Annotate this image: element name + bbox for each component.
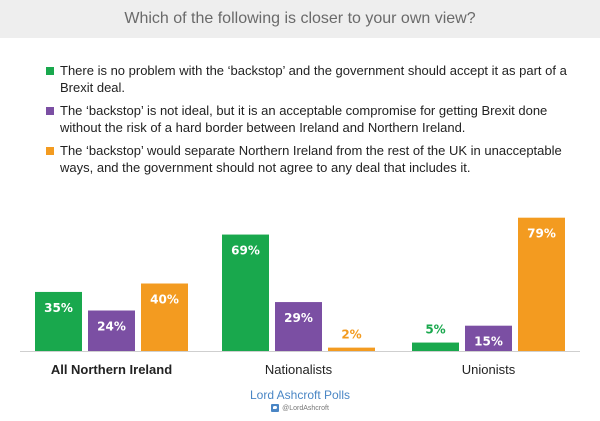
bar-label-nationalists-reject: 2%: [341, 328, 361, 342]
legend-label-accept: There is no problem with the ‘backstop’ …: [60, 63, 567, 95]
legend-swatch-reject: [46, 147, 54, 155]
bars-group: 35% 24% 40% 69% 29% 2% 5% 15% 79%: [35, 217, 565, 351]
category-labels-group: All Northern Ireland Nationalists Unionist…: [51, 362, 516, 377]
bar-nationalists-accept: [222, 234, 269, 351]
legend-label-compromise: The ‘backstop’ is not ideal, but it is a…: [60, 103, 548, 135]
legend-swatch-compromise: [46, 107, 54, 115]
bar-label-all-ni-reject: 40%: [150, 293, 179, 307]
twitter-handle-row: @LordAshcroft: [0, 404, 600, 412]
legend-item-compromise: The ‘backstop’ is not ideal, but it is a…: [46, 102, 576, 136]
chart-title: Which of the following is closer to your…: [124, 10, 476, 27]
legend-swatch-accept: [46, 67, 54, 75]
bar-all-ni-accept: [35, 291, 82, 351]
source-credit: Lord Ashcroft Polls: [249, 388, 351, 402]
twitter-handle: @LordAshcroft: [282, 404, 329, 412]
bar-label-nationalists-compromise: 29%: [284, 311, 313, 325]
legend: There is no problem with the ‘backstop’ …: [46, 62, 576, 182]
bar-label-unionists-accept: 5%: [425, 323, 445, 337]
bar-nationalists-compromise: [275, 302, 322, 351]
chart-title-band: Which of the following is closer to your…: [0, 0, 600, 38]
bar-label-unionists-reject: 79%: [527, 227, 556, 241]
legend-label-reject: The ‘backstop’ would separate Northern I…: [60, 143, 562, 175]
bar-label-unionists-compromise: 15%: [474, 335, 503, 349]
legend-item-accept: There is no problem with the ‘backstop’ …: [46, 62, 576, 96]
bar-label-all-ni-compromise: 24%: [97, 320, 126, 334]
bar-unionists-accept: [412, 342, 459, 351]
category-label-all-ni: All Northern Ireland: [51, 362, 172, 377]
category-label-unionists: Unionists: [462, 362, 516, 377]
footer: Lord Ashcroft Polls @LordAshcroft: [0, 388, 600, 412]
bar-label-all-ni-accept: 35%: [44, 301, 73, 315]
bar-label-nationalists-accept: 69%: [231, 244, 260, 258]
bar-unionists-reject: [518, 217, 565, 351]
bar-all-ni-reject: [141, 283, 188, 351]
category-label-nationalists: Nationalists: [265, 362, 333, 377]
bar-unionists-compromise: [465, 325, 512, 351]
bar-nationalists-reject: [328, 347, 375, 351]
legend-item-reject: The ‘backstop’ would separate Northern I…: [46, 142, 576, 176]
twitter-icon: [271, 404, 280, 412]
bar-all-ni-compromise: [88, 310, 135, 351]
